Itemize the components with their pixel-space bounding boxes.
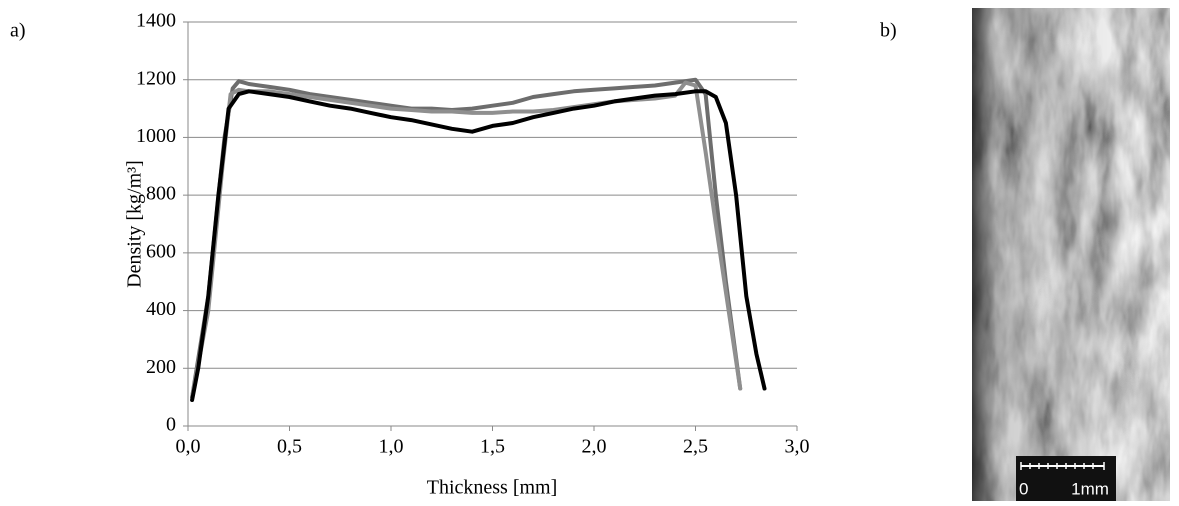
- x-tick-label: 2,5: [683, 436, 708, 458]
- panel-label: a): [10, 20, 26, 42]
- y-tick-label: 600: [146, 240, 176, 262]
- photo: 0 1mm: [972, 8, 1170, 501]
- y-tick-label: 0: [166, 414, 176, 436]
- y-tick-label: 800: [146, 183, 176, 205]
- x-tick-label: 2,0: [582, 436, 607, 458]
- y-tick-label: 1000: [136, 125, 176, 147]
- scale-label: 1mm: [1071, 479, 1109, 498]
- y-tick-label: 1400: [136, 10, 176, 32]
- scale-label: 0: [1019, 479, 1028, 498]
- micrograph-shade: [972, 8, 1170, 501]
- y-tick-label: 1200: [136, 67, 176, 89]
- data-line: [190, 77, 743, 400]
- y-tick-label: 200: [146, 356, 176, 378]
- y-axis-title: Density [kg/m³]: [124, 160, 146, 288]
- panel-label: b): [880, 20, 897, 42]
- scale-ticks: [1020, 462, 1105, 470]
- x-axis-title: Thickness [mm]: [427, 477, 558, 499]
- x-tick-label: 3,0: [785, 436, 810, 458]
- x-tick-label: 1,0: [379, 436, 404, 458]
- y-tick-label: 400: [146, 298, 176, 320]
- data-line: [190, 89, 767, 402]
- x-tick-label: 0,5: [277, 436, 302, 458]
- x-tick-label: 1,5: [480, 436, 505, 458]
- x-tick-label: 0,0: [176, 436, 201, 458]
